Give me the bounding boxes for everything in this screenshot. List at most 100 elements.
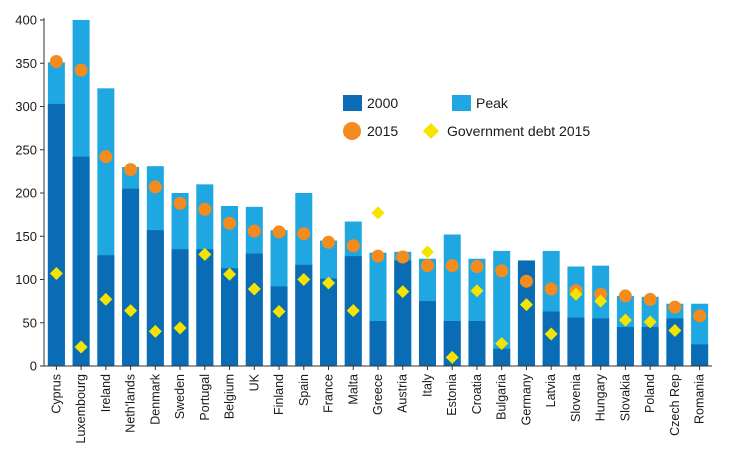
marker-2015-estonia xyxy=(445,259,459,273)
marker-debt-slovakia xyxy=(618,313,632,327)
marker-debt-luxembourg xyxy=(74,340,88,354)
marker-2015-slovakia xyxy=(618,289,632,303)
x-axis: Cyprus Luxembourg Ireland Neth'lands Denmark… xyxy=(44,365,712,444)
legend-2015-swatch xyxy=(343,122,361,140)
marker-2015-france xyxy=(322,235,336,249)
x-tick-label-luxembourg: Luxembourg xyxy=(74,374,88,444)
x-tick-label-bulgaria: Bulgaria xyxy=(495,374,509,420)
year-2000-bars xyxy=(47,103,709,366)
marker-2015-portugal xyxy=(198,202,212,216)
x-tick-label-czech-rep: Czech Rep xyxy=(668,374,682,436)
marker-2015-bulgaria xyxy=(495,264,509,278)
bar-2000-slovenia xyxy=(567,317,585,366)
x-tick-label-slovenia: Slovenia xyxy=(569,374,583,422)
marker-2015-neth-lands xyxy=(124,163,138,177)
x-tick-label-sweden: Sweden xyxy=(173,374,187,419)
y-tick-label-250: 250 xyxy=(15,142,37,157)
bar-2000-france xyxy=(320,278,338,366)
legend-government-debt-2015-swatch xyxy=(423,123,439,139)
bar-2000-greece xyxy=(369,321,387,366)
marker-debt-france xyxy=(322,276,336,290)
x-tick-label-slovakia: Slovakia xyxy=(618,374,632,421)
marker-2015-romania xyxy=(693,309,707,323)
bar-2000-poland xyxy=(641,327,659,366)
x-tick-label-poland: Poland xyxy=(643,374,657,413)
x-tick-label-austria: Austria xyxy=(396,374,410,413)
marker-debt-spain xyxy=(297,273,311,286)
marker-debt-latvia xyxy=(544,327,558,341)
x-tick-label-uk: UK xyxy=(247,373,261,391)
y-tick-label-300: 300 xyxy=(15,99,37,114)
bar-2000-sweden xyxy=(171,249,189,366)
bar-2000-germany xyxy=(517,260,535,366)
marker-debt-sweden xyxy=(173,321,187,335)
peak-bar-bulgaria xyxy=(493,250,511,366)
year-2015-markers xyxy=(49,55,707,323)
x-tick-label-greece: Greece xyxy=(371,374,385,415)
x-tick-label-italy: Italy xyxy=(420,373,434,397)
y-tick-label-200: 200 xyxy=(15,186,37,201)
x-tick-label-croatia: Croatia xyxy=(470,374,484,414)
legend-2015-label: 2015 xyxy=(367,123,398,139)
marker-2015-hungary xyxy=(594,287,608,301)
marker-debt-italy xyxy=(420,245,434,259)
y-tick-label-400: 400 xyxy=(15,13,37,28)
marker-debt-czech-rep xyxy=(668,324,682,338)
bar-2000-austria xyxy=(394,260,412,366)
legend-government-debt-2015-label: Government debt 2015 xyxy=(447,123,590,139)
legend: 2000 Peak 2015 Government debt 2015 xyxy=(343,95,590,140)
y-tick-label-100: 100 xyxy=(15,272,37,287)
marker-debt-greece xyxy=(371,206,385,220)
marker-debt-belgium xyxy=(223,267,237,281)
y-tick-label-350: 350 xyxy=(15,56,37,71)
marker-2015-luxembourg xyxy=(74,63,88,77)
x-tick-label-spain: Spain xyxy=(297,374,311,406)
x-tick-label-france: France xyxy=(322,374,336,413)
y-tick-label-0: 0 xyxy=(30,359,37,374)
marker-2015-belgium xyxy=(223,216,237,230)
marker-debt-ireland xyxy=(99,292,113,306)
bar-2000-bulgaria xyxy=(493,348,511,366)
bar-2000-cyprus xyxy=(47,103,65,366)
bar-2000-croatia xyxy=(468,321,486,366)
bar-2000-portugal xyxy=(196,249,214,366)
marker-debt-neth-lands xyxy=(124,304,138,318)
marker-2015-denmark xyxy=(148,180,162,194)
marker-debt-austria xyxy=(396,285,410,299)
y-tick-label-50: 50 xyxy=(23,315,37,330)
marker-2015-greece xyxy=(371,249,385,263)
marker-2015-ireland xyxy=(99,150,113,164)
y-axis: 0 50 100 150 200 250 300 350 400 xyxy=(15,13,45,374)
x-tick-label-finland: Finland xyxy=(272,374,286,415)
marker-2015-sweden xyxy=(173,196,187,210)
marker-debt-hungary xyxy=(594,294,608,308)
x-tick-label-hungary: Hungary xyxy=(594,373,608,421)
marker-debt-denmark xyxy=(148,324,162,338)
marker-debt-estonia xyxy=(445,350,459,364)
marker-debt-portugal xyxy=(198,247,212,261)
x-tick-label-ireland: Ireland xyxy=(99,374,113,412)
bar-2000-belgium xyxy=(221,268,239,366)
marker-debt-croatia xyxy=(470,284,484,298)
marker-2015-latvia xyxy=(544,282,558,296)
x-tick-label-romania: Romania xyxy=(693,374,707,424)
bar-2000-spain xyxy=(295,264,313,366)
marker-debt-bulgaria xyxy=(495,337,509,351)
marker-debt-poland xyxy=(643,315,657,329)
bar-2000-slovakia xyxy=(616,327,634,366)
bar-2000-italy xyxy=(418,301,436,366)
bar-2000-luxembourg xyxy=(72,156,90,366)
x-tick-label-denmark: Denmark xyxy=(148,373,162,424)
marker-2015-finland xyxy=(272,225,286,239)
marker-debt-uk xyxy=(247,282,261,296)
marker-debt-cyprus xyxy=(49,266,63,280)
x-tick-label-belgium: Belgium xyxy=(223,374,237,419)
bar-2000-ireland xyxy=(97,255,115,366)
x-tick-label-portugal: Portugal xyxy=(198,374,212,421)
marker-2015-italy xyxy=(420,259,434,273)
bar-2000-estonia xyxy=(443,321,461,366)
legend-2000-swatch xyxy=(343,95,362,111)
x-tick-label-neth-lands: Neth'lands xyxy=(124,374,138,433)
marker-2015-germany xyxy=(519,274,533,288)
marker-2015-poland xyxy=(643,292,657,306)
